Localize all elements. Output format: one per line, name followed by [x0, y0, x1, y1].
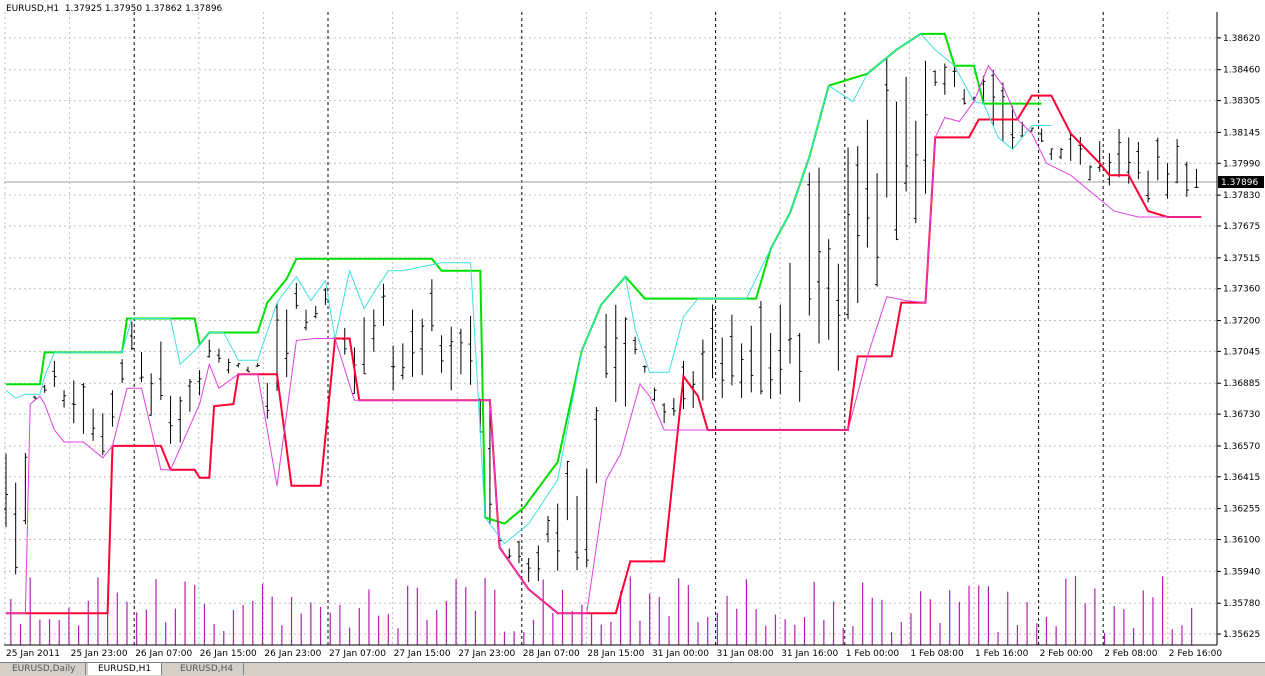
- x-tick-label: 2 Feb 00:00: [1040, 649, 1094, 659]
- x-tick-label: 28 Jan 07:00: [523, 649, 580, 659]
- y-tick-label: 1.36570: [1223, 442, 1260, 452]
- x-tick-label: 1 Feb 08:00: [910, 649, 964, 659]
- y-tick-label: 1.37200: [1223, 317, 1260, 327]
- y-tick-label: 1.37830: [1223, 191, 1260, 201]
- x-tick-label: 26 Jan 07:00: [135, 649, 192, 659]
- x-tick-label: 28 Jan 15:00: [587, 649, 644, 659]
- x-tick-label: 25 Jan 23:00: [71, 649, 128, 659]
- chart-background: [0, 0, 1265, 662]
- tab-eurusd-daily[interactable]: EURUSD,Daily: [2, 663, 87, 675]
- indicator-lines: [5, 32, 1202, 615]
- x-tick-label: 1 Feb 16:00: [975, 649, 1029, 659]
- series-upper-fast: [5, 33, 1052, 545]
- x-tick-label: 31 Jan 16:00: [781, 649, 838, 659]
- tab-eurusd-h1[interactable]: EURUSD,H1: [88, 663, 163, 675]
- current-price-badge: [1218, 175, 1264, 188]
- chart-title: EURUSD,H1 1.37925 1.37950 1.37862 1.3789…: [6, 4, 223, 14]
- price-bars: [4, 57, 1199, 583]
- y-tick-label: 1.38305: [1223, 97, 1260, 107]
- x-tick-label: 31 Jan 00:00: [652, 649, 709, 659]
- series-lower-channel: [6, 94, 1202, 615]
- y-tick-label: 1.36730: [1223, 410, 1260, 420]
- y-tick-label: 1.35625: [1223, 630, 1260, 640]
- y-tick-label: 1.37515: [1223, 254, 1260, 264]
- y-tick-label: 1.35780: [1223, 599, 1260, 609]
- y-tick-label: 1.36885: [1223, 379, 1260, 389]
- chart-tab-bar: EURUSD,Daily EURUSD,H1 EURUSD,H4: [0, 662, 1265, 676]
- y-tick-label: 1.36100: [1223, 536, 1260, 546]
- x-tick-label: 25 Jan 2011: [6, 649, 60, 659]
- x-tick-label: 26 Jan 23:00: [264, 649, 321, 659]
- y-tick-label: 1.38145: [1223, 128, 1260, 138]
- y-tick-label: 1.37045: [1223, 347, 1260, 357]
- x-tick-label: 1 Feb 00:00: [846, 649, 900, 659]
- x-tick-label: 2 Feb 08:00: [1104, 649, 1158, 659]
- tab-eurusd-h4[interactable]: EURUSD,H4: [170, 663, 245, 675]
- axes: 1.38620 1.38460 1.38305 1.38145 1.37990 1.378…: [4, 12, 1264, 659]
- y-tick-label: 1.37360: [1223, 285, 1260, 295]
- y-tick-label: 1.38620: [1223, 34, 1260, 44]
- y-tick-label: 1.37675: [1223, 222, 1260, 232]
- x-tick-label: 31 Jan 08:00: [717, 649, 774, 659]
- current-price-label: 1.37896: [1221, 178, 1258, 188]
- volume-histogram: [10, 575, 1193, 645]
- series-lower-fast: [6, 64, 1202, 614]
- x-tick-label: 2 Feb 16:00: [1169, 649, 1223, 659]
- y-tick-label: 1.35940: [1223, 567, 1260, 577]
- y-tick-label: 1.37990: [1223, 159, 1260, 169]
- price-chart[interactable]: 1.38620 1.38460 1.38305 1.38145 1.37990 1.378…: [0, 0, 1265, 662]
- y-tick-label: 1.38460: [1223, 66, 1260, 76]
- y-tick-label: 1.36255: [1223, 505, 1260, 515]
- x-tick-label: 27 Jan 07:00: [329, 649, 386, 659]
- x-tick-label: 26 Jan 15:00: [200, 649, 257, 659]
- x-tick-label: 27 Jan 23:00: [458, 649, 515, 659]
- y-tick-label: 1.36415: [1223, 473, 1260, 483]
- x-tick-label: 27 Jan 15:00: [394, 649, 451, 659]
